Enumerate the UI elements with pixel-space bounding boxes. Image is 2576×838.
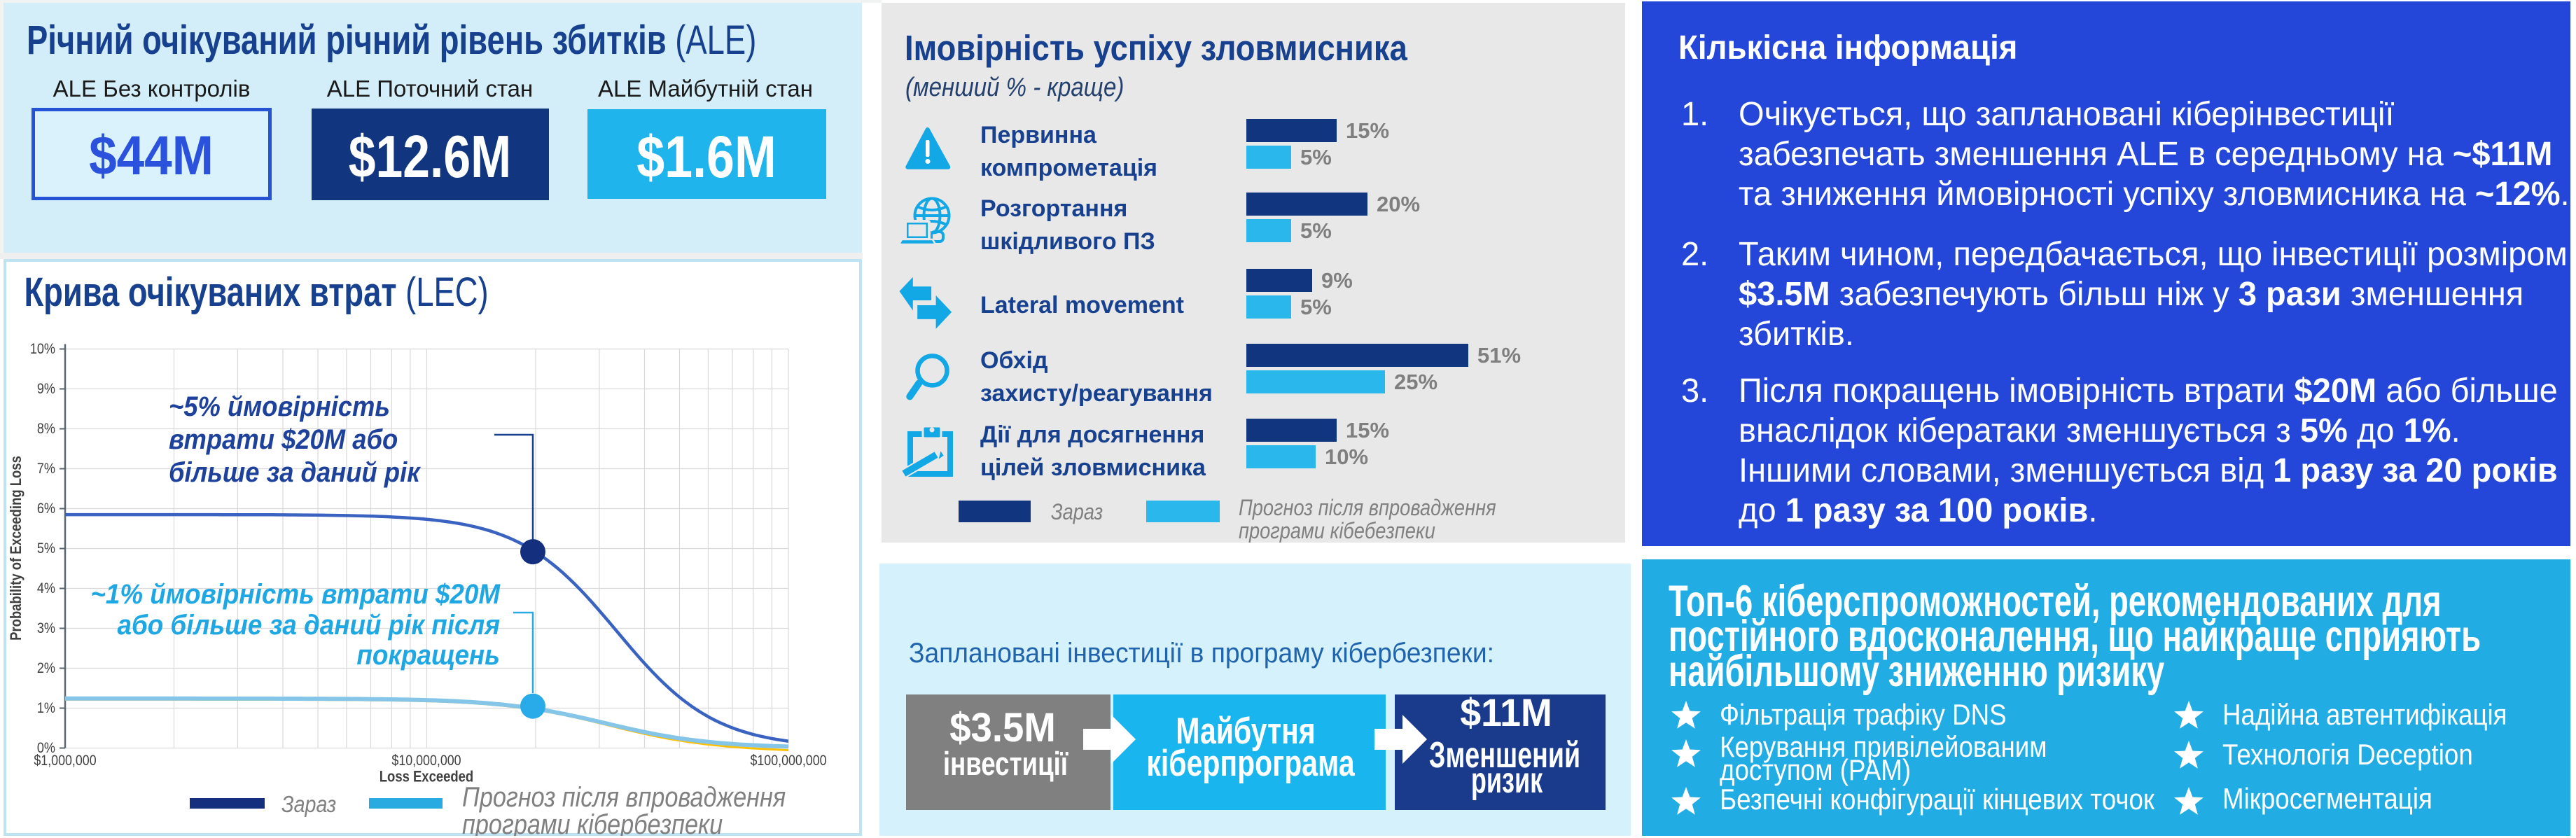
svg-text:15%: 15% <box>1346 418 1389 442</box>
svg-text:програми кібебезпеки: програми кібебезпеки <box>1239 519 1435 543</box>
svg-text:2%: 2% <box>37 660 55 677</box>
svg-text:51%: 51% <box>1477 343 1521 368</box>
svg-text:4%: 4% <box>37 580 55 597</box>
svg-text:3%: 3% <box>37 620 55 637</box>
svg-text:$10,000,000: $10,000,000 <box>391 753 461 769</box>
svg-text:Прогноз після впровадження: Прогноз після впровадження <box>462 781 786 812</box>
svg-text:10%: 10% <box>1325 445 1368 469</box>
svg-text:Прогноз після впровадження: Прогноз після впровадження <box>1239 496 1496 521</box>
svg-text:20%: 20% <box>1377 192 1420 216</box>
svg-text:Зараз: Зараз <box>1051 500 1103 525</box>
svg-text:25%: 25% <box>1394 370 1437 394</box>
svg-text:5%: 5% <box>1300 145 1332 169</box>
svg-text:Loss Exceeded: Loss Exceeded <box>380 769 473 785</box>
svg-text:5%: 5% <box>37 540 55 557</box>
svg-text:0%: 0% <box>37 740 55 757</box>
svg-text:Probability of Exceeding Loss: Probability of Exceeding Loss <box>8 456 25 641</box>
svg-text:8%: 8% <box>37 421 55 438</box>
svg-text:9%: 9% <box>37 381 55 398</box>
svg-text:$1,000,000: $1,000,000 <box>34 753 96 769</box>
svg-text:програми кібербезпеки: програми кібербезпеки <box>462 808 723 836</box>
svg-text:5%: 5% <box>1300 295 1332 319</box>
svg-text:10%: 10% <box>30 341 55 358</box>
svg-text:6%: 6% <box>37 501 55 517</box>
svg-text:7%: 7% <box>37 461 55 477</box>
svg-text:Зараз: Зараз <box>281 791 336 817</box>
svg-text:$100,000,000: $100,000,000 <box>750 753 826 769</box>
svg-text:9%: 9% <box>1321 268 1353 293</box>
svg-text:1%: 1% <box>37 700 55 717</box>
svg-text:5%: 5% <box>1300 218 1332 243</box>
svg-text:15%: 15% <box>1346 118 1389 143</box>
